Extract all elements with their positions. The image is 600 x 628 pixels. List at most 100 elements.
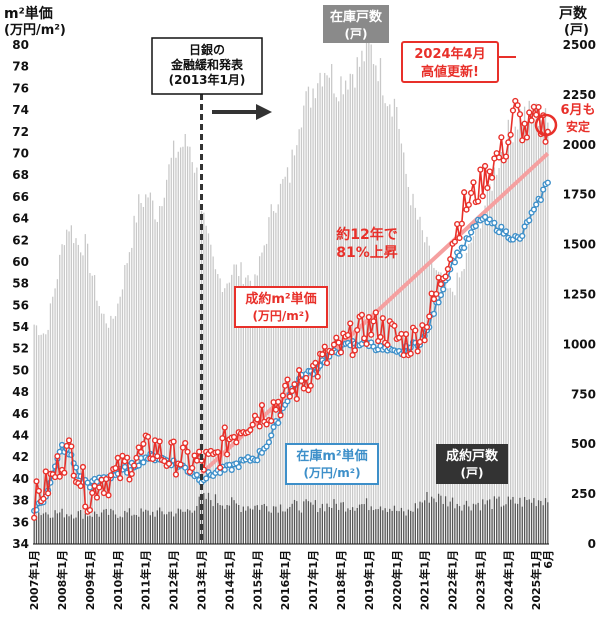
stock-units-bar: [496, 174, 498, 544]
contract-units-bar: [537, 500, 540, 544]
contract-price-point: [217, 464, 224, 471]
stock-units-bar: [379, 58, 382, 544]
stock-units-bar: [268, 217, 270, 544]
right-tick-label: 2000: [563, 138, 596, 152]
contract-units-bar: [82, 518, 84, 544]
contract-units-bar: [382, 510, 384, 544]
stock-units-bar: [263, 245, 265, 545]
contract-price-point: [507, 131, 514, 138]
contract-units-bar: [400, 507, 403, 544]
contract-price-point: [335, 339, 342, 346]
contract-units-bar: [254, 505, 256, 544]
stock-units-bar: [412, 193, 414, 544]
left-tick-label: 52: [12, 342, 29, 356]
stock-units-bar: [526, 121, 528, 544]
contract-units-bar: [417, 508, 419, 544]
stock-units-bar: [242, 284, 244, 544]
stock-units-bar: [254, 274, 256, 544]
contract-units-bar: [456, 503, 458, 544]
stock-price-point: [270, 423, 277, 431]
contract-units-bar: [214, 494, 217, 544]
x-tick-label: 2016年1月: [278, 550, 292, 610]
contract-price-point: [291, 381, 298, 388]
stock-units-bar: [372, 64, 375, 544]
stock-units-bar: [35, 325, 38, 544]
stock-price-point: [456, 252, 463, 259]
stock-units-bar: [191, 162, 193, 544]
x-tick-label: 2025年1月: [529, 550, 543, 610]
stock-units-bar: [135, 222, 138, 544]
contract-price-point: [430, 296, 438, 303]
x-tick-label: 2018年1月: [334, 550, 348, 610]
contract-price-point: [256, 423, 263, 430]
contract-units-bar: [465, 500, 468, 544]
contract-price-point: [447, 256, 454, 263]
stock-units-bar: [470, 242, 472, 545]
stock-units-bar: [205, 225, 207, 544]
contract-units-bar: [396, 510, 398, 544]
contract-units-bar: [59, 512, 61, 544]
stock-units-bar: [296, 145, 298, 544]
contract-units-bar: [307, 501, 310, 544]
contract-units-bar: [442, 503, 444, 544]
contract-price-point: [272, 406, 279, 413]
stock-units-bar: [168, 164, 170, 544]
contract-units-bar: [56, 513, 59, 544]
stock-units-bar: [66, 229, 68, 544]
stock-units-bar: [61, 244, 63, 545]
contract-units-bar: [191, 512, 193, 544]
contract-price-point: [361, 335, 368, 342]
contract-price-point: [321, 343, 328, 350]
contract-units-bar: [303, 501, 305, 544]
contract-price-point: [351, 347, 359, 354]
contract-price-point: [40, 495, 47, 502]
contract-price-point: [426, 313, 433, 320]
contract-price-point: [68, 443, 75, 450]
contract-price-point: [456, 234, 463, 242]
contract-price-point: [86, 506, 94, 514]
stock-units-bar: [159, 206, 161, 544]
contract-units-bar: [354, 510, 356, 544]
stock-units-bar: [54, 288, 56, 544]
contract-units-bar: [47, 514, 49, 544]
stock-units-bar: [356, 57, 358, 545]
stock-units-bar: [91, 275, 93, 544]
stock-units-bar: [386, 106, 389, 545]
contract-price-point: [89, 489, 96, 497]
stock-price-point: [533, 201, 540, 208]
contract-units-bar: [159, 507, 161, 544]
stable-circle: [534, 113, 558, 137]
contract-price-point: [179, 444, 187, 451]
stock-units-bar: [275, 212, 277, 544]
stock-units-bar: [426, 236, 428, 544]
contract-units-bar: [68, 516, 70, 544]
stock-units-bar: [528, 100, 530, 544]
contract-price-point: [414, 348, 421, 355]
stock-units-bar: [468, 243, 470, 545]
contract-units-bar: [437, 493, 440, 544]
contract-units-bar: [361, 504, 363, 544]
contract-price-point: [358, 311, 365, 319]
contract-units-bar: [163, 514, 165, 544]
contract-units-bar: [279, 504, 282, 544]
contract-price-point: [451, 238, 458, 245]
contract-units-bar: [328, 507, 330, 544]
contract-units-bar: [198, 496, 200, 544]
stock-units-label: 在庫戸数: [330, 9, 383, 25]
contract-price-point: [486, 168, 493, 175]
contract-price-point: [444, 265, 451, 273]
stock-units-bar: [537, 125, 540, 545]
contract-units-bar: [375, 509, 377, 544]
contract-price-point: [35, 487, 42, 495]
left-tick-label: 50: [12, 363, 29, 377]
contract-price-point: [368, 331, 375, 338]
stock-units-bar: [193, 172, 196, 545]
x-tick-label: 2017年1月: [306, 550, 320, 610]
left-axis-title-2: (万円/m²): [4, 23, 66, 38]
contract-units-bar: [193, 510, 196, 544]
stock-units-bar: [477, 216, 479, 545]
contract-units-bar: [351, 507, 354, 544]
stock-units-bar: [328, 77, 330, 545]
boj-label-2: 金融緩和発表: [170, 57, 244, 72]
stock-price-point: [468, 229, 475, 236]
